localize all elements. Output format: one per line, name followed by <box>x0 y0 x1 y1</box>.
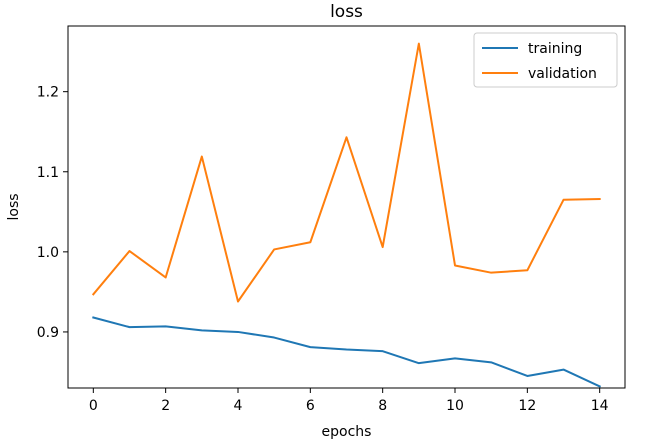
y-tick-label: 0.9 <box>37 325 59 341</box>
y-tick-label: 1.1 <box>37 165 59 181</box>
x-tick-label: 14 <box>591 398 609 414</box>
legend-label-training: training <box>528 41 582 57</box>
x-tick-label: 8 <box>378 398 387 414</box>
y-tick-label: 1.2 <box>37 85 59 101</box>
y-axis-title: loss <box>6 193 22 220</box>
x-tick-label: 12 <box>518 398 536 414</box>
legend: training validation <box>473 32 618 88</box>
x-tick-label: 6 <box>306 398 315 414</box>
y-axis: 0.9 1.0 1.1 1.2 <box>37 85 68 341</box>
x-tick-label: 2 <box>161 398 170 414</box>
y-tick-label: 1.0 <box>37 245 59 261</box>
series-line-validation <box>91 42 601 303</box>
x-tick-label: 10 <box>446 398 464 414</box>
x-axis-title: epochs <box>322 424 372 440</box>
plot-area <box>91 42 602 388</box>
x-tick-label: 4 <box>234 398 243 414</box>
chart-title: loss <box>330 2 363 22</box>
plot-frame <box>67 25 626 389</box>
x-tick-label: 0 <box>89 398 98 414</box>
legend-label-validation: validation <box>528 66 597 82</box>
series-line-training <box>92 316 602 388</box>
x-axis: 0 2 4 6 8 10 12 14 <box>89 388 609 414</box>
